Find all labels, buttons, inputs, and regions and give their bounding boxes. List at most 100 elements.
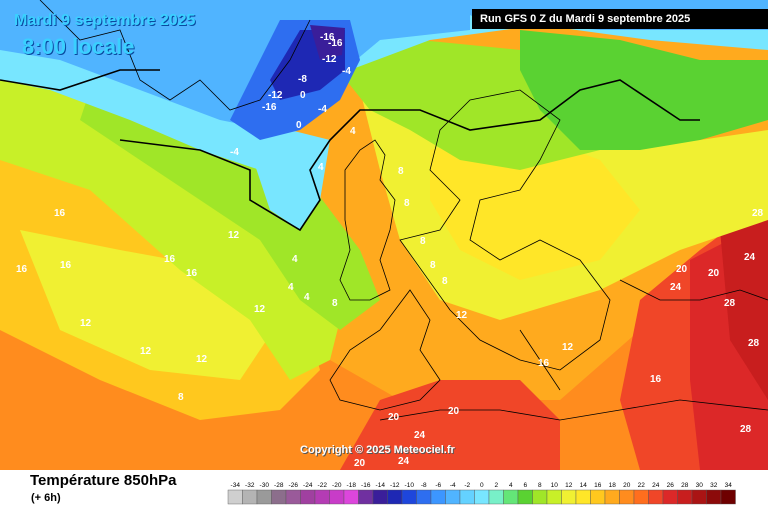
- isotherm-label: -16: [320, 32, 335, 43]
- legend-tick-label: -24: [303, 482, 313, 489]
- legend-swatch: [633, 489, 649, 505]
- isotherm-label: 8: [178, 392, 184, 403]
- legend-swatch: [387, 489, 403, 505]
- legend-tick-label: -2: [464, 482, 470, 489]
- legend-tick-label: 4: [509, 482, 513, 489]
- legend-swatch: [329, 489, 345, 505]
- legend-swatch: [271, 489, 287, 505]
- legend-swatch: [532, 489, 548, 505]
- legend-tick-label: 18: [609, 482, 617, 489]
- isotherm-label: 12: [80, 318, 92, 329]
- coastlines: [39, 0, 768, 421]
- isotherm-label: -12: [268, 90, 283, 101]
- legend-tick-label: 30: [696, 482, 704, 489]
- isotherm-label: -16: [262, 102, 277, 113]
- legend-tick-label: 14: [580, 482, 588, 489]
- legend-swatch: [256, 489, 272, 505]
- legend-swatch: [648, 489, 664, 505]
- isotherm-label: 16: [650, 374, 662, 385]
- legend-swatch: [416, 489, 432, 505]
- isotherm-label: 28: [740, 424, 752, 435]
- forecast-step: (+ 6h): [31, 492, 61, 504]
- isotherm-label: 4: [304, 292, 310, 303]
- field-africa: [340, 380, 560, 470]
- map-canvas: [0, 0, 768, 470]
- isotherm-label: 16: [54, 208, 66, 219]
- isotherm-label: 20: [708, 268, 720, 279]
- legend-tick-label: 32: [710, 482, 718, 489]
- isotherm-label: 20: [388, 412, 400, 423]
- legend-tick-label: -6: [435, 482, 441, 489]
- legend-swatch: [677, 489, 693, 505]
- legend-swatch: [474, 489, 490, 505]
- isotherm-label: -16: [328, 38, 343, 49]
- copyright: Copyright © 2025 Meteociel.fr: [300, 444, 455, 456]
- field-atlantic-cold: [250, 130, 330, 230]
- isotherm-label: 8: [430, 260, 436, 271]
- iberia: [329, 289, 441, 411]
- field-europe-14: [430, 130, 640, 280]
- isotherm-label: 20: [448, 406, 460, 417]
- legend-swatch: [459, 489, 475, 505]
- isotherm-label: 20: [354, 458, 366, 469]
- field-east-6: [520, 30, 768, 150]
- legend-swatch: [401, 489, 417, 505]
- legend-tick-label: 20: [623, 482, 631, 489]
- legend-swatch: [227, 489, 243, 505]
- legend-tick-label: -30: [260, 482, 270, 489]
- legend-tick-label: -26: [289, 482, 299, 489]
- legend-tick-label: -16: [361, 482, 371, 489]
- legend-tick-label: 6: [523, 482, 527, 489]
- run-info: Run GFS 0 Z du Mardi 9 septembre 2025: [472, 9, 768, 29]
- british-isles: [339, 139, 396, 301]
- isotherm-label: 8: [404, 198, 410, 209]
- legend-swatch: [242, 489, 258, 505]
- isotherm-label: -12: [322, 54, 337, 65]
- forecast-time: 8:00 locale: [22, 34, 135, 59]
- legend-swatch: [358, 489, 374, 505]
- legend-swatch: [488, 489, 504, 505]
- legend-tick-label: -18: [347, 482, 357, 489]
- isotherms-bold: [0, 69, 700, 232]
- legend-swatch: [546, 489, 562, 505]
- legend-tick-label: 16: [594, 482, 602, 489]
- legend-tick-label: 26: [667, 482, 675, 489]
- isotherm-label: 12: [140, 346, 152, 357]
- isotherm-label: -8: [298, 74, 307, 85]
- field-10: [0, 60, 350, 380]
- isotherm-label: 28: [752, 208, 764, 219]
- isotherm-label: 8: [420, 236, 426, 247]
- legend-tick-label: -28: [274, 482, 284, 489]
- legend-swatch: [372, 489, 388, 505]
- legend-swatch: [314, 489, 330, 505]
- forecast-date: Mardi 9 septembre 2025: [14, 12, 196, 29]
- legend-tick-label: 12: [565, 482, 573, 489]
- legend-swatch: [300, 489, 316, 505]
- isotherm-label: 0: [300, 90, 306, 101]
- isotherm-label: 24: [670, 282, 682, 293]
- legend-swatch: [662, 489, 678, 505]
- isotherm-label: 16: [60, 260, 72, 271]
- isotherm-label: 28: [724, 298, 736, 309]
- isotherm-label: 12: [228, 230, 240, 241]
- legend-tick-label: 24: [652, 482, 660, 489]
- italy: [519, 329, 561, 391]
- legend-tick-label: -22: [318, 482, 328, 489]
- legend-swatch: [517, 489, 533, 505]
- legend-swatch: [691, 489, 707, 505]
- legend-tick-label: -14: [376, 482, 386, 489]
- legend-tick-label: 34: [725, 482, 733, 489]
- isotherm-label: -4: [342, 66, 351, 77]
- legend-swatch: [343, 489, 359, 505]
- temperature-map: -16 -16 -12 -12 -16 -8 -4 0 -4 -4 0 4 4 4 4 4 8 8 8 8 8 8 8 12 1…: [0, 0, 768, 470]
- isotherm-label: 4: [288, 282, 294, 293]
- legend-tick-label: 8: [538, 482, 542, 489]
- legend-swatch: [561, 489, 577, 505]
- isotherm-label: 16: [164, 254, 176, 265]
- isotherm-label: 28: [748, 338, 760, 349]
- legend-tick-label: -8: [421, 482, 427, 489]
- isotherm-label: -4: [318, 104, 327, 115]
- isotherm-label: 16: [16, 264, 28, 275]
- isotherm-label: 24: [744, 252, 756, 263]
- isotherm-label: 12: [562, 342, 574, 353]
